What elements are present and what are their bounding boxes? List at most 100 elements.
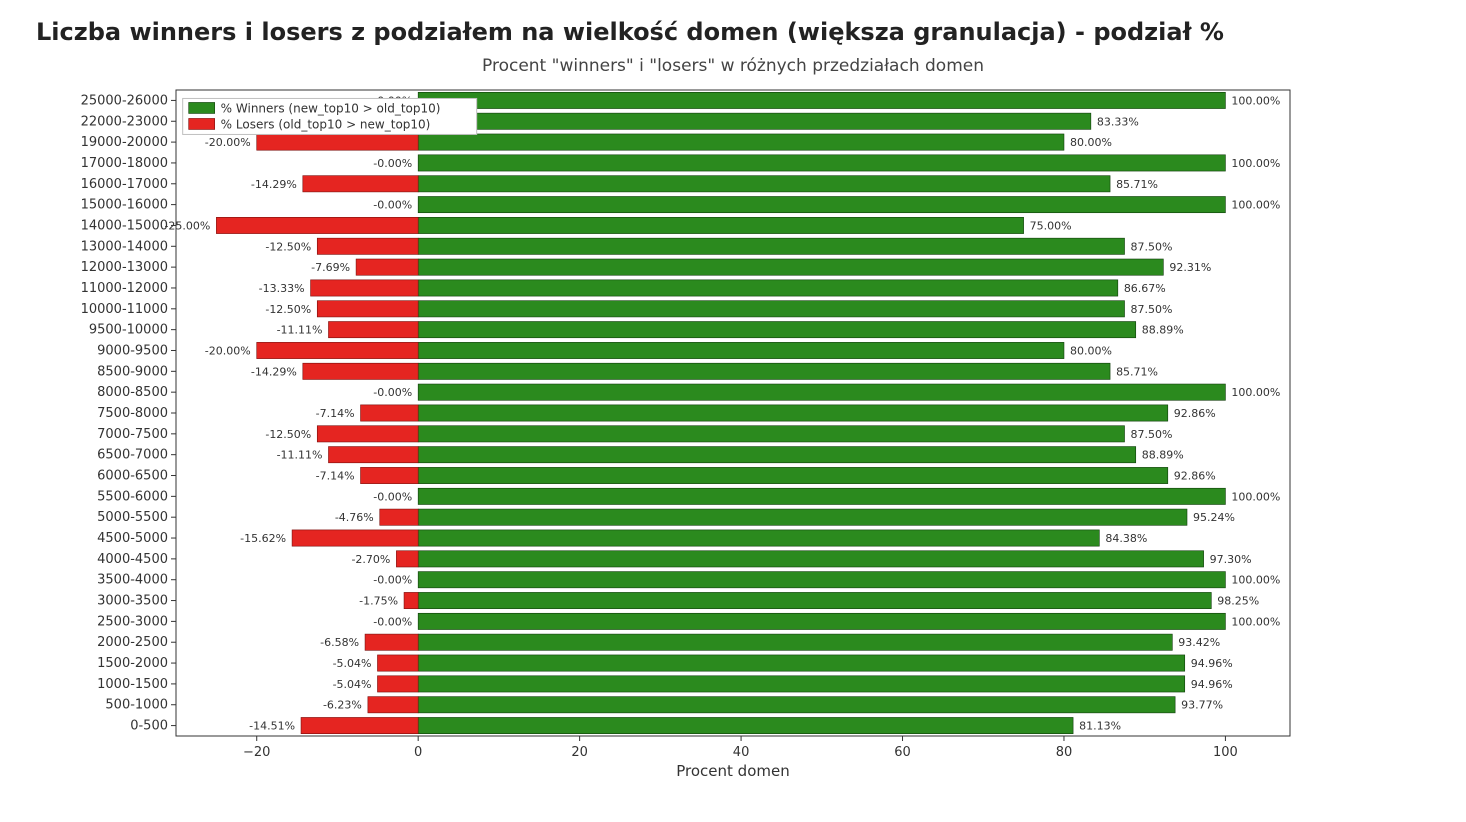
losers-bar	[292, 530, 418, 546]
y-tick-label: 10000-11000	[81, 302, 168, 317]
winners-value-label: 88.89%	[1142, 449, 1184, 462]
legend-label: % Winners (new_top10 > old_top10)	[221, 101, 441, 115]
x-axis-label: Procent domen	[676, 762, 789, 780]
losers-value-label: -14.29%	[251, 365, 297, 378]
winners-bar	[418, 655, 1185, 671]
winners-value-label: 80.00%	[1070, 136, 1112, 149]
page-title: Liczba winners i losers z podziałem na w…	[36, 18, 1436, 46]
winners-value-label: 100.00%	[1231, 386, 1280, 399]
losers-value-label: -2.70%	[351, 553, 390, 566]
winners-bar	[418, 280, 1118, 296]
losers-bar	[361, 405, 419, 421]
chart-svg: −20020406080100Procent domen0-50081.13%-…	[30, 82, 1310, 782]
winners-bar	[418, 634, 1172, 650]
losers-bar	[317, 238, 418, 254]
losers-bar	[328, 447, 418, 463]
y-tick-label: 8500-9000	[97, 364, 168, 379]
page-root: Liczba winners i losers z podziałem na w…	[0, 0, 1466, 822]
winners-bar	[418, 113, 1091, 129]
losers-value-label: -0.00%	[373, 574, 412, 587]
y-tick-label: 15000-16000	[81, 198, 168, 213]
winners-bar	[418, 613, 1225, 629]
winners-value-label: 92.31%	[1169, 261, 1211, 274]
y-tick-label: 6000-6500	[97, 469, 168, 484]
legend-swatch	[189, 102, 215, 113]
y-tick-label: 9500-10000	[89, 323, 168, 338]
losers-bar	[303, 176, 418, 192]
winners-value-label: 92.86%	[1174, 407, 1216, 420]
y-tick-label: 12000-13000	[81, 260, 168, 275]
y-tick-label: 500-1000	[105, 698, 168, 713]
winners-value-label: 81.13%	[1079, 720, 1121, 733]
losers-bar	[303, 363, 418, 379]
losers-bar	[257, 134, 418, 150]
y-tick-label: 19000-20000	[81, 135, 168, 150]
winners-value-label: 93.42%	[1178, 636, 1220, 649]
losers-bar	[216, 217, 418, 233]
losers-value-label: -6.23%	[323, 699, 362, 712]
winners-value-label: 87.50%	[1131, 240, 1173, 253]
y-tick-label: 5000-5500	[97, 510, 168, 525]
winners-bar	[418, 384, 1225, 400]
winners-value-label: 85.71%	[1116, 178, 1158, 191]
x-tick-label: 80	[1056, 745, 1073, 760]
losers-value-label: -1.75%	[359, 595, 398, 608]
winners-bar	[418, 322, 1136, 338]
winners-value-label: 93.77%	[1181, 699, 1223, 712]
losers-bar	[257, 342, 418, 358]
winners-value-label: 85.71%	[1116, 365, 1158, 378]
winners-value-label: 84.38%	[1105, 532, 1147, 545]
y-tick-label: 9000-9500	[97, 343, 168, 358]
winners-value-label: 75.00%	[1030, 219, 1072, 232]
winners-bar	[418, 676, 1185, 692]
y-tick-label: 3500-4000	[97, 573, 168, 588]
losers-value-label: -12.50%	[265, 303, 311, 316]
legend-label: % Losers (old_top10 > new_top10)	[221, 117, 431, 131]
losers-bar	[377, 655, 418, 671]
losers-value-label: -0.00%	[373, 490, 412, 503]
y-tick-label: 0-500	[130, 719, 168, 734]
winners-bar	[418, 342, 1064, 358]
losers-value-label: -20.00%	[205, 136, 251, 149]
legend-swatch	[189, 118, 215, 129]
winners-value-label: 94.96%	[1191, 678, 1233, 691]
losers-value-label: -13.33%	[259, 282, 305, 295]
winners-bar	[418, 196, 1225, 212]
winners-value-label: 92.86%	[1174, 470, 1216, 483]
y-tick-label: 1500-2000	[97, 656, 168, 671]
losers-value-label: -7.14%	[316, 407, 355, 420]
winners-bar	[418, 405, 1168, 421]
y-tick-label: 6500-7000	[97, 448, 168, 463]
losers-value-label: -25.00%	[164, 219, 210, 232]
y-tick-label: 7000-7500	[97, 427, 168, 442]
y-tick-label: 2500-3000	[97, 614, 168, 629]
losers-bar	[396, 551, 418, 567]
x-tick-label: −20	[243, 745, 270, 760]
losers-value-label: -0.00%	[373, 615, 412, 628]
winners-bar	[418, 447, 1136, 463]
losers-value-label: -4.76%	[335, 511, 374, 524]
winners-bar	[418, 363, 1110, 379]
winners-bar	[418, 155, 1225, 171]
winners-bar	[418, 92, 1225, 108]
winners-value-label: 94.96%	[1191, 657, 1233, 670]
winners-value-label: 87.50%	[1131, 303, 1173, 316]
winners-bar	[418, 488, 1225, 504]
losers-value-label: -0.00%	[373, 157, 412, 170]
winners-bar	[418, 238, 1124, 254]
y-tick-label: 17000-18000	[81, 156, 168, 171]
losers-value-label: -0.00%	[373, 386, 412, 399]
losers-value-label: -5.04%	[333, 678, 372, 691]
chart-container: Procent "winners" i "losers" w różnych p…	[30, 56, 1436, 782]
y-tick-label: 4500-5000	[97, 531, 168, 546]
losers-bar	[301, 717, 418, 733]
chart-title: Procent "winners" i "losers" w różnych p…	[30, 56, 1436, 76]
x-tick-label: 40	[733, 745, 750, 760]
y-tick-label: 4000-4500	[97, 552, 168, 567]
losers-bar	[365, 634, 418, 650]
winners-bar	[418, 134, 1064, 150]
winners-value-label: 80.00%	[1070, 344, 1112, 357]
y-tick-label: 3000-3500	[97, 594, 168, 609]
losers-bar	[328, 322, 418, 338]
y-tick-label: 16000-17000	[81, 177, 168, 192]
